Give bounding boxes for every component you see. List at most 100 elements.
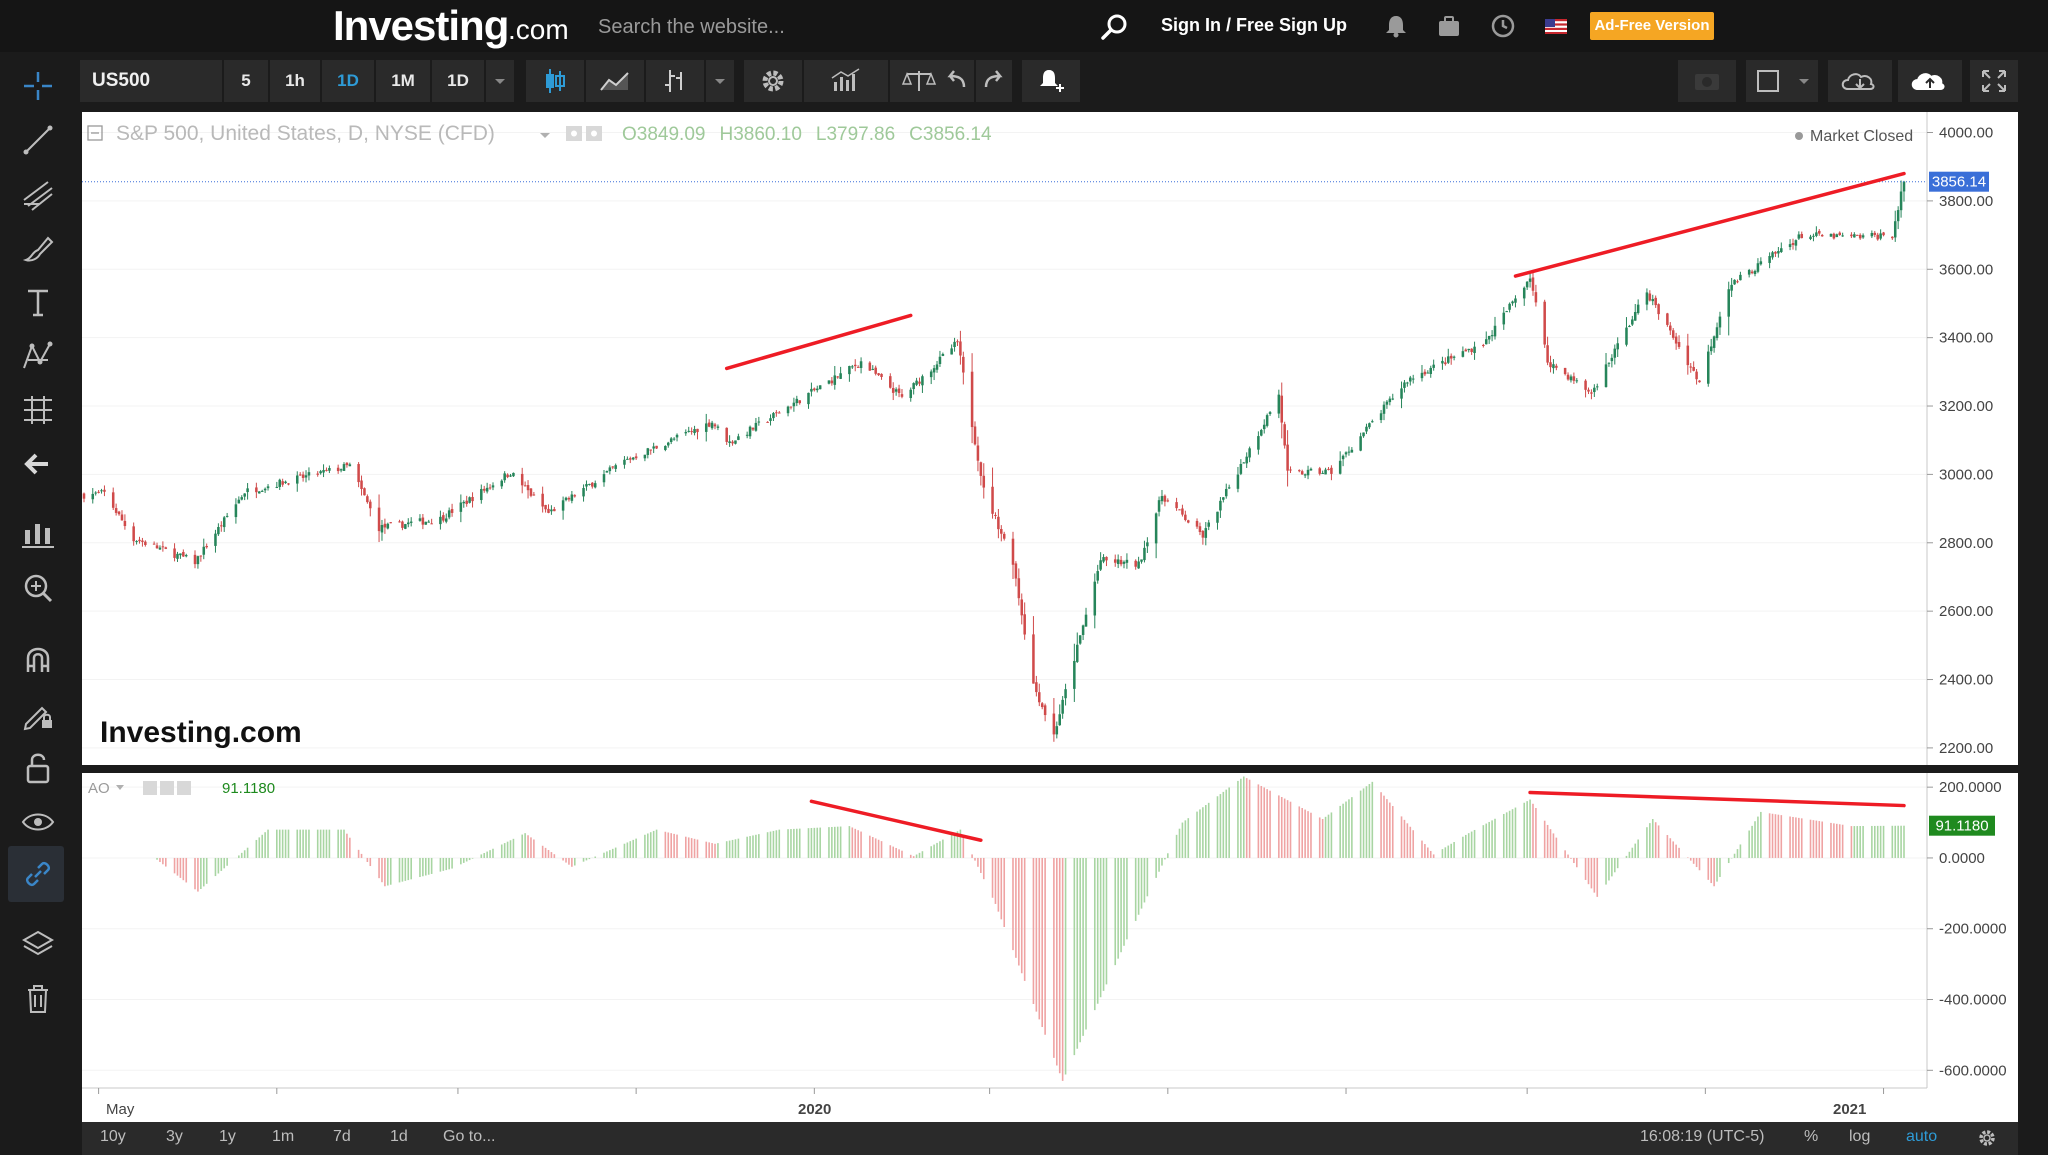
range-7d-button[interactable]: 7d (333, 1128, 351, 1145)
fibonacci-icon[interactable] (18, 390, 58, 430)
free-sign-up-link[interactable]: Free Sign Up (1236, 15, 1348, 35)
us-flag-icon[interactable] (1543, 13, 1569, 39)
ao-trendlines[interactable] (809, 790, 1906, 842)
price-trendline[interactable] (1513, 171, 1906, 278)
back-arrow-icon[interactable] (18, 444, 58, 484)
collapse-icon[interactable] (87, 125, 103, 141)
search-icon[interactable] (1098, 10, 1132, 44)
unlock-icon[interactable] (18, 748, 58, 788)
ao-trendline[interactable] (809, 799, 983, 842)
log-scale-toggle[interactable]: log (1849, 1128, 1871, 1145)
redo-button[interactable] (976, 60, 1012, 102)
price-trendline[interactable] (724, 313, 913, 371)
undo-button[interactable] (938, 60, 974, 102)
chart-area[interactable]: 4000.00 3800.00 3600.00 3400.00 3200.00 3000.… (82, 112, 2018, 1122)
chevron-down-icon[interactable] (540, 133, 550, 138)
range-10y-button[interactable]: 10y (100, 1128, 126, 1145)
settings-small-icon[interactable] (160, 781, 174, 795)
candle-body (509, 475, 512, 477)
portfolio-icon[interactable] (1436, 13, 1462, 39)
trend-line-icon[interactable] (18, 120, 58, 160)
ao-axis[interactable]: 200.0000 0.0000 -200.0000 -400.0000 -600.000… (1927, 779, 2007, 1079)
candle-body (991, 486, 994, 514)
candle-body (266, 486, 270, 489)
candle-body (1303, 474, 1307, 476)
candle-body (643, 454, 647, 459)
ao-pane[interactable] (82, 776, 1927, 1081)
bell-icon[interactable] (1383, 13, 1409, 39)
cloud-upload-button[interactable] (1898, 60, 1962, 102)
cloud-download-button[interactable] (1828, 60, 1892, 102)
percent-scale-toggle[interactable]: % (1804, 1128, 1819, 1145)
candles-button[interactable] (526, 60, 584, 102)
fullscreen-button[interactable] (1970, 60, 2018, 102)
investing-logo-suffix[interactable]: .com (508, 14, 569, 45)
search-input[interactable] (596, 10, 1090, 44)
candle-body (1385, 401, 1389, 405)
ao-trendline[interactable] (1528, 790, 1906, 808)
interval-1d[interactable]: 1D (432, 60, 484, 102)
pattern-tool-icon[interactable] (18, 336, 58, 376)
close-small-icon[interactable] (177, 781, 191, 795)
alert-button[interactable] (1022, 60, 1080, 102)
interval-dropdown-button[interactable] (486, 60, 514, 102)
chart-type-dropdown-button[interactable] (706, 60, 734, 102)
zoom-in-icon[interactable] (18, 568, 58, 608)
interval-1d-active[interactable]: 1D (322, 60, 374, 102)
auto-scale-toggle[interactable]: auto (1906, 1128, 1938, 1145)
gear-icon[interactable] (1976, 1127, 1998, 1149)
candle-body (1747, 270, 1751, 275)
layers-icon[interactable] (18, 924, 58, 964)
candle-body (1610, 357, 1614, 362)
chevron-down-icon[interactable] (116, 785, 124, 790)
text-tool-icon[interactable] (18, 282, 58, 322)
area-chart-button[interactable] (586, 60, 644, 102)
trash-icon[interactable] (18, 978, 58, 1018)
candle-body (1411, 378, 1415, 380)
interval-1h[interactable]: 1h (270, 60, 320, 102)
investing-logo[interactable]: Investing (333, 2, 509, 49)
price-pane[interactable] (82, 132, 1927, 749)
bars-chart-button[interactable] (646, 60, 704, 102)
clock-icon[interactable] (1490, 13, 1516, 39)
clock-readout: 16:08:19 (UTC-5) (1640, 1128, 1765, 1145)
candle-body (263, 488, 267, 491)
interval-5[interactable]: 5 (224, 60, 268, 102)
price-axis[interactable]: 4000.00 3800.00 3600.00 3400.00 3200.00 3000.… (1927, 125, 1993, 757)
interval-1m[interactable]: 1M (376, 60, 430, 102)
candle-body (295, 475, 299, 484)
price-trendlines[interactable] (724, 171, 1906, 371)
range-1y-button[interactable]: 1y (219, 1128, 236, 1145)
symbol-input[interactable] (80, 60, 222, 102)
candle-body (1119, 559, 1123, 565)
settings-button[interactable] (744, 60, 802, 102)
link-icon[interactable] (18, 854, 58, 894)
candle-body (202, 546, 206, 555)
sign-in-link[interactable]: Sign In / (1161, 15, 1231, 35)
candle-body (1797, 234, 1801, 239)
candle-body (868, 362, 872, 371)
candle-body (1040, 703, 1044, 708)
layout-button[interactable] (1746, 60, 1790, 102)
magnet-icon[interactable] (18, 640, 58, 680)
snapshot-button[interactable] (1678, 60, 1736, 102)
range-1d-button[interactable]: 1d (390, 1128, 408, 1145)
eye-toggle-icon[interactable] (143, 781, 157, 795)
indicators-button[interactable] (804, 60, 888, 102)
eye-icon[interactable] (18, 802, 58, 842)
fullscreen-icon (1982, 70, 2006, 92)
lock-drawing-icon[interactable] (18, 694, 58, 734)
ad-free-button[interactable]: Ad-Free Version (1590, 12, 1714, 40)
measure-icon[interactable] (18, 514, 58, 554)
ao-tick-label: -600.0000 (1939, 1062, 2007, 1079)
candle-body (1011, 538, 1015, 565)
layout-dropdown-button[interactable] (1790, 60, 1818, 102)
pitchfork-icon[interactable] (18, 174, 58, 214)
range-3y-button[interactable]: 3y (166, 1128, 183, 1145)
brush-icon[interactable] (18, 228, 58, 268)
pane-separator[interactable] (82, 765, 2018, 773)
time-axis[interactable] (98, 1088, 1885, 1094)
range-1m-button[interactable]: 1m (272, 1128, 295, 1145)
go-to-button[interactable]: Go to... (443, 1128, 496, 1145)
crosshair-icon[interactable] (18, 66, 58, 106)
